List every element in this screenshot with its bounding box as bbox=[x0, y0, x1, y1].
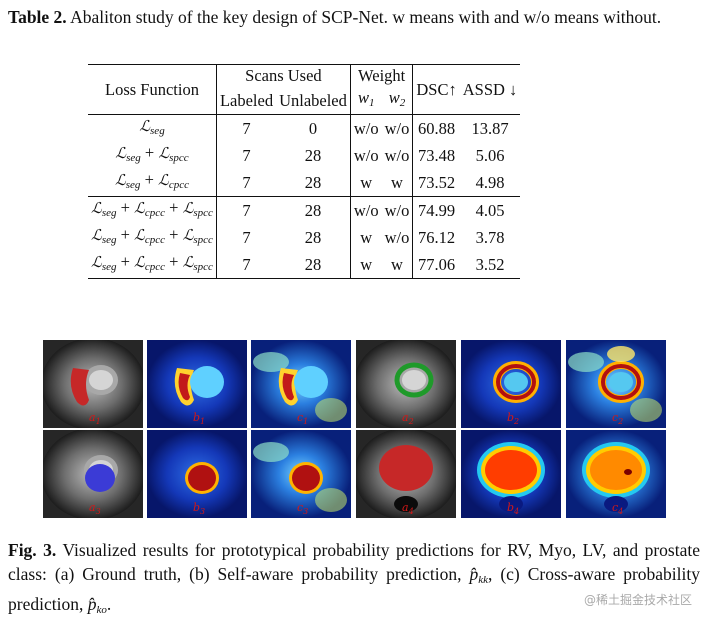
cell-assd: 13.87 bbox=[471, 118, 509, 138]
panel-label: c1 bbox=[297, 411, 309, 426]
cell-dsc: 73.48 bbox=[418, 145, 456, 165]
cell-loss: ℒseg + ℒcpcc bbox=[88, 169, 217, 197]
cell-loss: ℒseg + ℒspcc bbox=[88, 142, 217, 169]
cell-loss: ℒseg + ℒcpcc + ℒspcc bbox=[88, 196, 217, 224]
panel-b4: b4 bbox=[461, 430, 561, 518]
panel-c3: c3 bbox=[251, 430, 351, 518]
cell-w1: w bbox=[360, 254, 373, 274]
cell-assd: 3.52 bbox=[475, 254, 505, 274]
cell-unlabeled: 28 bbox=[276, 251, 351, 279]
table-row: ℒseg + ℒcpcc 7 28 w w 73.52 4.98 bbox=[88, 169, 520, 197]
panel-label: a3 bbox=[89, 501, 101, 516]
ablation-table: Loss Function Scans Used Weight DSC↑ ASS… bbox=[88, 64, 521, 279]
math-p-ko: p̂ko bbox=[87, 594, 107, 616]
cell-unlabeled: 0 bbox=[276, 114, 351, 142]
figure-caption: Fig. 3. Visualized results for prototypi… bbox=[8, 540, 700, 616]
table-body: ℒseg 7 0 w/o w/o 60.88 13.87 ℒseg + ℒspcc 7 28 w/o… bbox=[88, 114, 521, 279]
table-row: ℒseg + ℒcpcc + ℒspcc 7 28 w w 77.06 3.52 bbox=[88, 251, 521, 279]
cell-assd: 4.98 bbox=[475, 172, 505, 192]
figure-caption-label: Fig. 3. bbox=[8, 540, 57, 560]
cell-w2: w bbox=[381, 169, 414, 197]
cell-dsc: 60.88 bbox=[418, 118, 456, 138]
panel-label: a1 bbox=[89, 411, 101, 426]
header-scans-used: Scans Used bbox=[216, 64, 351, 87]
table-caption-label: Table 2. bbox=[8, 7, 67, 27]
panel-label: c3 bbox=[297, 501, 309, 516]
cell-labeled: 7 bbox=[242, 254, 251, 274]
panel-b2: b2 bbox=[461, 340, 561, 428]
panel-label: a4 bbox=[402, 501, 414, 516]
cell-w1: w/o bbox=[353, 200, 379, 220]
cell-dsc: 73.52 bbox=[418, 172, 456, 192]
cell-w1: w bbox=[360, 227, 373, 247]
panel-label: b1 bbox=[193, 411, 206, 426]
figure-3: a1 b1 c1 a2 b2 c2 a3 b3 c3 a4 b4 c4 bbox=[43, 340, 667, 522]
cell-dsc: 77.06 bbox=[418, 254, 456, 274]
cell-loss: ℒseg bbox=[88, 114, 217, 142]
cell-unlabeled: 28 bbox=[276, 169, 351, 197]
cell-loss: ℒseg + ℒcpcc + ℒspcc bbox=[88, 224, 217, 251]
cell-assd: 3.78 bbox=[475, 227, 505, 247]
cell-unlabeled: 28 bbox=[276, 142, 351, 169]
header-w2: w2 bbox=[381, 87, 414, 115]
table-row: ℒseg + ℒcpcc + ℒspcc 7 28 w/o w/o 74.99 4.05 bbox=[88, 196, 521, 224]
panel-c2: c2 bbox=[566, 340, 666, 428]
table-row: ℒseg + ℒcpcc + ℒspcc 7 28 w w/o 76.12 3.78 bbox=[88, 224, 520, 251]
cell-w2: w bbox=[381, 251, 414, 279]
panel-label: c2 bbox=[612, 411, 624, 426]
cell-labeled: 7 bbox=[242, 200, 251, 220]
cell-unlabeled: 28 bbox=[276, 224, 351, 251]
cell-dsc: 74.99 bbox=[418, 200, 456, 220]
header-dsc: DSC↑ bbox=[412, 64, 460, 115]
cell-w1: w/o bbox=[353, 145, 379, 165]
cell-assd: 5.06 bbox=[475, 145, 505, 165]
cell-w2: w/o bbox=[381, 196, 414, 224]
header-labeled: Labeled bbox=[219, 90, 274, 110]
header-loss-function: Loss Function bbox=[88, 64, 217, 115]
panel-label: c4 bbox=[612, 501, 624, 516]
cell-labeled: 7 bbox=[242, 227, 251, 247]
cell-w1: w/o bbox=[353, 118, 379, 138]
table-row: ℒseg 7 0 w/o w/o 60.88 13.87 bbox=[88, 114, 520, 142]
cell-assd: 4.05 bbox=[475, 200, 505, 220]
table-row: ℒseg + ℒspcc 7 28 w/o w/o 73.48 5.06 bbox=[88, 142, 520, 169]
figure-caption-text: Visualized results for prototypical prob… bbox=[8, 540, 700, 584]
watermark: @稀土掘金技术社区 bbox=[583, 593, 692, 607]
panel-b1: b1 bbox=[147, 340, 247, 428]
cell-loss: ℒseg + ℒcpcc + ℒspcc bbox=[88, 251, 217, 279]
cell-w1: w bbox=[360, 172, 373, 192]
panel-label: b3 bbox=[193, 501, 206, 516]
header-w1: w1 bbox=[358, 88, 375, 109]
figure-caption-mid: , (c) Cross-aware probability prediction… bbox=[8, 564, 700, 614]
panel-b3: b3 bbox=[147, 430, 247, 518]
panel-c4: c4 bbox=[566, 430, 666, 518]
panel-a4: a4 bbox=[356, 430, 456, 518]
cell-dsc: 76.12 bbox=[418, 227, 456, 247]
cell-w2: w/o bbox=[381, 224, 414, 251]
panel-a1: a1 bbox=[43, 340, 143, 428]
header-weight: Weight bbox=[350, 64, 414, 87]
panel-a3: a3 bbox=[43, 430, 143, 518]
table-caption-text: Abaliton study of the key design of SCP-… bbox=[70, 7, 662, 27]
header-unlabeled: Unlabeled bbox=[276, 87, 351, 115]
panel-label: b4 bbox=[507, 501, 520, 516]
panel-label: b2 bbox=[507, 411, 520, 426]
math-p-kk: p̂kk bbox=[469, 564, 488, 586]
table-caption: Table 2. Abaliton study of the key desig… bbox=[8, 4, 698, 30]
panel-a2: a2 bbox=[356, 340, 456, 428]
header-assd: ASSD ↓ bbox=[459, 64, 521, 115]
cell-labeled: 7 bbox=[242, 118, 251, 138]
cell-unlabeled: 28 bbox=[276, 196, 351, 224]
cell-labeled: 7 bbox=[242, 172, 251, 192]
panel-c1: c1 bbox=[251, 340, 351, 428]
cell-w2: w/o bbox=[381, 142, 414, 169]
cell-labeled: 7 bbox=[242, 145, 251, 165]
cell-w2: w/o bbox=[381, 114, 414, 142]
panel-label: a2 bbox=[402, 411, 414, 426]
